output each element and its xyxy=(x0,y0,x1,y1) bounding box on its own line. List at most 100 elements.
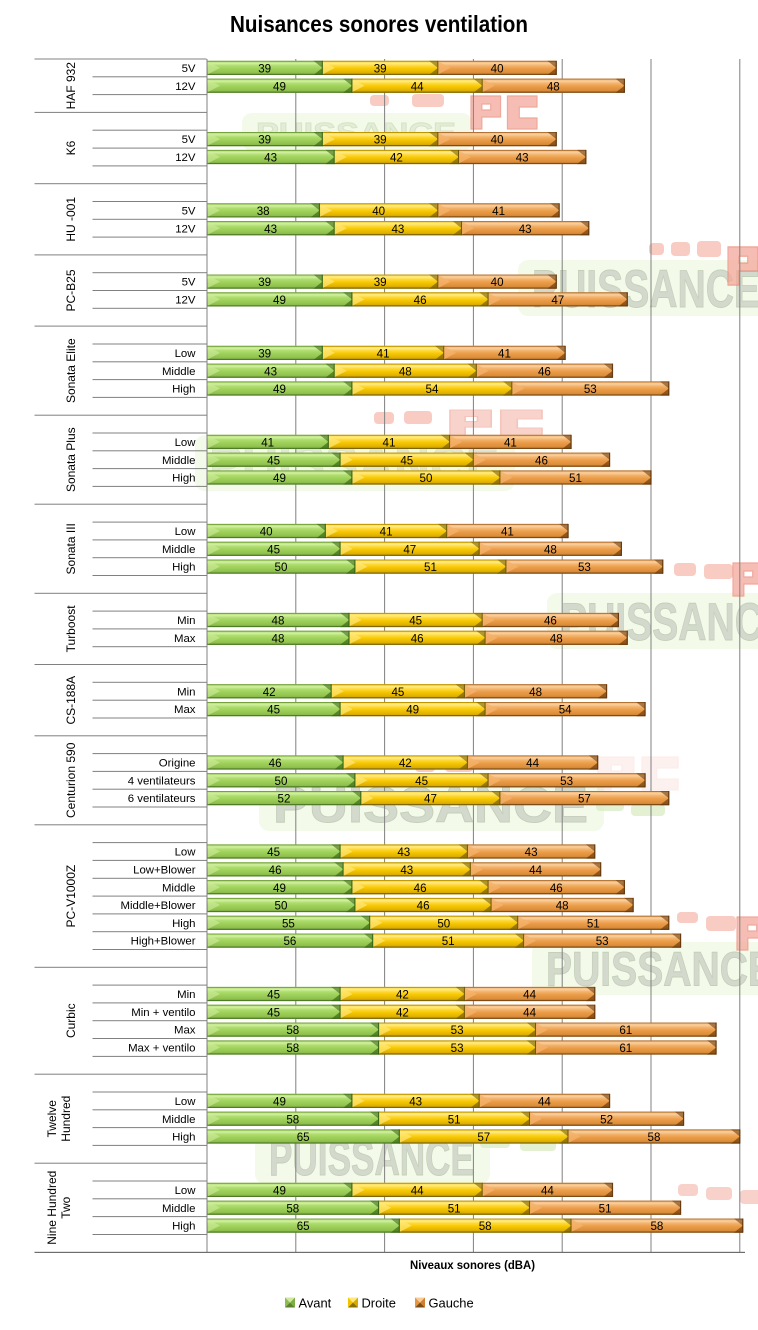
svg-text:High: High xyxy=(172,1132,195,1144)
svg-text:39: 39 xyxy=(374,63,387,76)
svg-text:54: 54 xyxy=(426,383,439,396)
svg-text:53: 53 xyxy=(560,775,573,788)
svg-text:65: 65 xyxy=(297,1220,310,1233)
svg-text:42: 42 xyxy=(396,989,409,1002)
svg-text:41: 41 xyxy=(501,526,514,539)
svg-text:5V: 5V xyxy=(182,277,196,289)
svg-text:43: 43 xyxy=(391,223,404,236)
svg-text:50: 50 xyxy=(437,917,450,930)
svg-text:39: 39 xyxy=(374,134,387,147)
svg-text:58: 58 xyxy=(286,1024,299,1037)
svg-text:50: 50 xyxy=(420,472,433,485)
svg-text:43: 43 xyxy=(264,223,277,236)
svg-text:41: 41 xyxy=(377,348,390,361)
svg-text:57: 57 xyxy=(477,1131,490,1144)
svg-text:Middle: Middle xyxy=(162,882,196,894)
svg-text:48: 48 xyxy=(550,632,563,645)
svg-text:Min: Min xyxy=(177,686,195,698)
svg-text:47: 47 xyxy=(403,543,416,556)
svg-text:56: 56 xyxy=(283,935,296,948)
svg-text:42: 42 xyxy=(263,686,276,699)
svg-text:51: 51 xyxy=(587,917,600,930)
svg-text:45: 45 xyxy=(267,846,280,859)
svg-text:High: High xyxy=(172,1221,195,1233)
svg-text:43: 43 xyxy=(264,152,277,165)
svg-text:Min: Min xyxy=(177,989,195,1001)
svg-text:41: 41 xyxy=(261,437,274,450)
svg-text:55: 55 xyxy=(282,917,295,930)
svg-text:44: 44 xyxy=(538,1096,551,1109)
svg-text:58: 58 xyxy=(648,1131,661,1144)
svg-text:50: 50 xyxy=(275,561,288,574)
svg-text:Sonata III: Sonata III xyxy=(64,523,78,574)
svg-text:Twelve: Twelve xyxy=(45,1100,59,1138)
svg-text:43: 43 xyxy=(400,864,413,877)
svg-text:43: 43 xyxy=(519,223,532,236)
svg-text:High: High xyxy=(172,918,195,930)
svg-text:5V: 5V xyxy=(182,134,196,146)
svg-text:44: 44 xyxy=(526,757,539,770)
svg-text:CS-188A: CS-188A xyxy=(64,676,78,725)
svg-text:6 ventilateurs: 6 ventilateurs xyxy=(128,793,196,805)
svg-text:47: 47 xyxy=(424,793,437,806)
svg-text:Sonata Elite: Sonata Elite xyxy=(64,338,78,403)
svg-text:49: 49 xyxy=(273,294,286,307)
svg-text:Low: Low xyxy=(175,526,197,538)
svg-text:Middle: Middle xyxy=(162,1203,196,1215)
svg-text:40: 40 xyxy=(491,134,504,147)
svg-text:Nuisances sonores ventilation: Nuisances sonores ventilation xyxy=(230,11,528,37)
svg-text:58: 58 xyxy=(650,1220,663,1233)
svg-text:12V: 12V xyxy=(175,152,196,164)
svg-text:43: 43 xyxy=(264,365,277,378)
svg-text:Niveaux sonores (dBA): Niveaux sonores (dBA) xyxy=(410,1260,535,1272)
svg-text:45: 45 xyxy=(267,1006,280,1019)
svg-text:Middle: Middle xyxy=(162,366,196,378)
svg-text:45: 45 xyxy=(267,704,280,717)
svg-text:49: 49 xyxy=(273,472,286,485)
svg-text:49: 49 xyxy=(273,383,286,396)
svg-text:45: 45 xyxy=(415,775,428,788)
svg-text:43: 43 xyxy=(409,1096,422,1109)
svg-text:Gauche: Gauche xyxy=(429,1296,474,1311)
svg-text:65: 65 xyxy=(297,1131,310,1144)
svg-text:49: 49 xyxy=(273,882,286,895)
svg-text:54: 54 xyxy=(559,704,572,717)
svg-text:46: 46 xyxy=(414,882,427,895)
svg-text:Middle: Middle xyxy=(162,544,196,556)
svg-text:53: 53 xyxy=(451,1024,464,1037)
svg-text:49: 49 xyxy=(406,704,419,717)
svg-text:44: 44 xyxy=(523,1006,536,1019)
svg-text:39: 39 xyxy=(258,63,271,76)
svg-text:46: 46 xyxy=(544,615,557,628)
svg-text:40: 40 xyxy=(372,205,385,218)
svg-text:61: 61 xyxy=(619,1042,632,1055)
svg-text:Max: Max xyxy=(174,704,196,716)
svg-text:48: 48 xyxy=(272,632,285,645)
svg-text:51: 51 xyxy=(424,561,437,574)
svg-text:39: 39 xyxy=(258,134,271,147)
svg-text:Min: Min xyxy=(177,615,195,627)
svg-text:40: 40 xyxy=(491,276,504,289)
svg-text:Low: Low xyxy=(175,1096,197,1108)
svg-text:46: 46 xyxy=(414,294,427,307)
svg-text:52: 52 xyxy=(600,1113,613,1126)
svg-text:Low: Low xyxy=(175,847,197,859)
svg-text:45: 45 xyxy=(267,989,280,1002)
svg-text:42: 42 xyxy=(396,1006,409,1019)
svg-text:46: 46 xyxy=(550,882,563,895)
svg-text:47: 47 xyxy=(551,294,564,307)
svg-text:Max + ventilo: Max + ventilo xyxy=(128,1043,195,1055)
svg-text:Max: Max xyxy=(174,633,196,645)
svg-text:42: 42 xyxy=(390,152,403,165)
svg-text:High: High xyxy=(172,562,195,574)
svg-text:48: 48 xyxy=(272,615,285,628)
svg-text:Low: Low xyxy=(175,437,197,449)
svg-text:50: 50 xyxy=(275,775,288,788)
svg-text:58: 58 xyxy=(286,1042,299,1055)
svg-text:48: 48 xyxy=(544,543,557,556)
svg-text:12V: 12V xyxy=(175,223,196,235)
svg-text:45: 45 xyxy=(409,615,422,628)
svg-text:43: 43 xyxy=(516,152,529,165)
svg-text:51: 51 xyxy=(448,1202,461,1215)
svg-text:PUISSANCE: PUISSANCE xyxy=(532,260,758,319)
